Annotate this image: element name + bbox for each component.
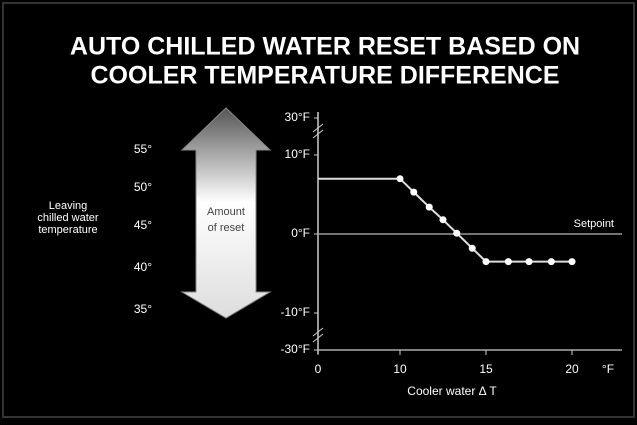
axis-break bbox=[312, 129, 324, 139]
y-tick-label: -10°F bbox=[281, 305, 310, 319]
temperature-label: 50° bbox=[134, 180, 152, 194]
point bbox=[468, 244, 476, 252]
arrow-label: Amount bbox=[207, 206, 245, 218]
frame bbox=[2, 2, 635, 418]
y-tick-label: 10°F bbox=[285, 147, 310, 161]
axis-break bbox=[312, 327, 324, 337]
y-tick-label: 0°F bbox=[291, 226, 310, 240]
x-unit: °F bbox=[602, 362, 614, 376]
arrow-label: of reset bbox=[208, 222, 245, 234]
temperature-label: 55° bbox=[134, 142, 152, 156]
point bbox=[525, 258, 533, 266]
point bbox=[453, 229, 461, 237]
point bbox=[410, 188, 418, 196]
y-tick-label: -30°F bbox=[281, 342, 310, 356]
x-tick-label: 10 bbox=[393, 362, 407, 376]
x-tick-label: 15 bbox=[479, 362, 493, 376]
y-axis-label: Leaving bbox=[49, 200, 88, 212]
x-axis-label: Cooler water Δ T bbox=[407, 384, 497, 398]
x-tick-label: 20 bbox=[565, 362, 579, 376]
reset-arrow bbox=[180, 107, 272, 319]
temperature-label: 45° bbox=[134, 218, 152, 232]
temperature-label: 40° bbox=[134, 260, 152, 274]
chart-title: COOLER TEMPERATURE DIFFERENCE bbox=[91, 62, 560, 90]
point bbox=[439, 216, 447, 224]
point bbox=[482, 258, 490, 266]
point bbox=[396, 175, 404, 183]
point bbox=[425, 203, 433, 211]
point bbox=[547, 258, 555, 266]
axis-break bbox=[312, 333, 324, 343]
setpoint-label: Setpoint bbox=[574, 218, 614, 230]
y-tick-label: 30°F bbox=[285, 110, 310, 124]
temperature-label: 35° bbox=[134, 302, 152, 316]
y-axis-label: chilled water bbox=[37, 212, 98, 224]
point bbox=[568, 258, 576, 266]
axis-break bbox=[312, 123, 324, 133]
point bbox=[504, 258, 512, 266]
chart-title: AUTO CHILLED WATER RESET BASED ON bbox=[70, 33, 580, 61]
y-axis-label: temperature bbox=[38, 224, 97, 236]
x-tick-label: 0 bbox=[315, 362, 322, 376]
